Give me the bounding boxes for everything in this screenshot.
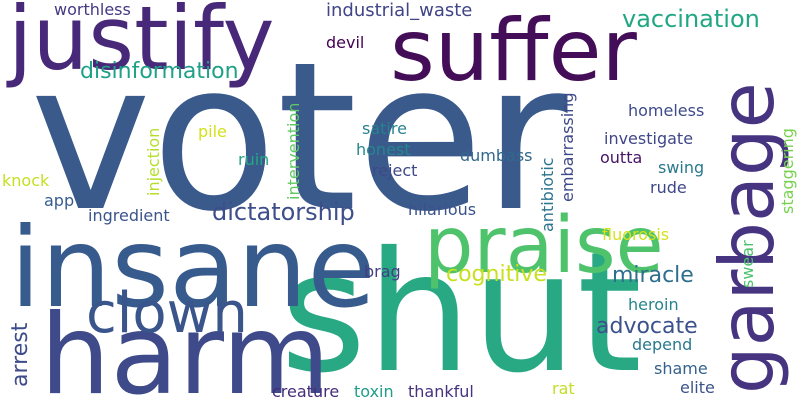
word-shame: shame <box>654 359 708 378</box>
word-worthless: worthless <box>54 0 131 19</box>
word-investigate: investigate <box>604 129 694 148</box>
word-devil: devil <box>326 33 365 52</box>
word-vaccination: vaccination <box>622 5 760 33</box>
word-fluorosis: fluorosis <box>602 225 670 244</box>
word-satire: satire <box>362 119 407 138</box>
word-injection: injection <box>144 127 163 196</box>
word-ruin: ruin <box>238 150 270 169</box>
word-outta: outta <box>600 148 643 167</box>
word-toxin: toxin <box>354 382 394 400</box>
word-embarrassing: embarrassing <box>558 92 577 202</box>
word-disinformation: disinformation <box>80 59 239 84</box>
word-cognitive: cognitive <box>446 262 547 287</box>
word-reject: reject <box>372 161 418 180</box>
word-depend: depend <box>632 335 693 354</box>
word-clown: clown <box>86 281 248 346</box>
word-rat: rat <box>552 379 575 398</box>
word-intervention: intervention <box>284 102 303 200</box>
word-suffer: suffer <box>390 1 637 101</box>
word-dictatorship: dictatorship <box>212 198 355 226</box>
word-miracle: miracle <box>612 263 694 288</box>
word-creature: creature <box>272 382 340 400</box>
word-harm: harm <box>40 291 331 400</box>
word-swear: swear <box>738 240 757 288</box>
word-antibiotic: antibiotic <box>538 157 557 232</box>
word-arrest: arrest <box>8 322 33 387</box>
word-app: app <box>44 191 75 210</box>
word-homeless: homeless <box>628 101 705 120</box>
word-hilarious: hilarious <box>408 200 477 219</box>
word-industrial-waste: industrial_waste <box>326 0 473 21</box>
word-rude: rude <box>650 178 687 197</box>
word-shut: shut <box>280 217 642 400</box>
word-staggering: staggering <box>778 128 797 214</box>
word-advocate: advocate <box>596 314 698 339</box>
word-honest: honest <box>356 140 411 159</box>
word-insane: insane <box>10 204 376 333</box>
word-thankful: thankful <box>408 382 474 400</box>
word-justify: justify <box>8 0 275 90</box>
word-praise: praise <box>424 201 664 291</box>
word-brag: brag <box>364 262 401 281</box>
word-dumbass: dumbass <box>460 146 533 165</box>
word-voter: voter <box>30 19 568 257</box>
word-elite: elite <box>680 378 715 397</box>
word-pile: pile <box>198 122 227 141</box>
word-ingredient: ingredient <box>88 206 170 225</box>
word-heroin: heroin <box>628 295 679 314</box>
word-knock: knock <box>2 171 50 190</box>
word-swing: swing <box>658 158 705 177</box>
word-garbage: garbage <box>703 82 791 394</box>
